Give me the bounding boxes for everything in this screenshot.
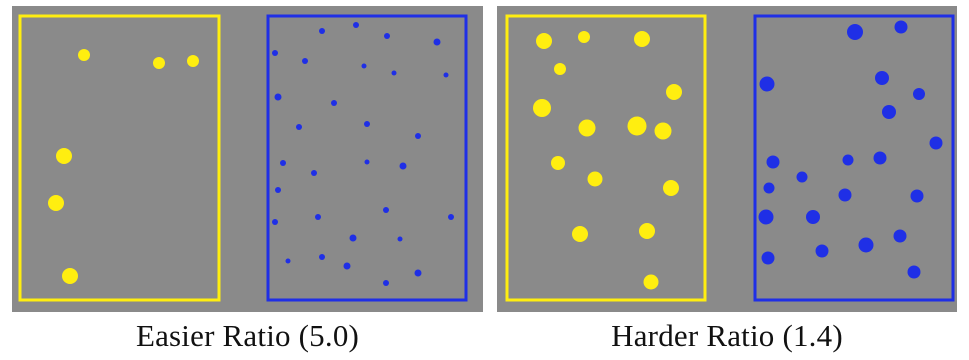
blue-dot-harder <box>796 171 808 183</box>
easier-ratio-caption: Easier Ratio (5.0) <box>135 318 360 353</box>
blue-dot-harder <box>893 229 907 243</box>
blue-dot-easier <box>274 93 282 101</box>
yellow-dot-harder <box>639 223 655 239</box>
blue-dot-harder <box>842 154 854 166</box>
blue-dot-easier <box>319 28 325 34</box>
dots-layer <box>48 20 943 290</box>
yellow-dot-easier <box>56 148 72 164</box>
blue-dot-harder <box>815 244 829 258</box>
blue-dot-easier <box>415 133 421 139</box>
blue-dot-easier <box>364 121 370 127</box>
harder-ratio-caption: Harder Ratio (1.4) <box>611 318 843 353</box>
yellow-dot-easier <box>78 49 90 61</box>
yellow-dot-harder <box>551 156 565 170</box>
blue-dot-easier <box>391 70 397 76</box>
blue-dot-harder <box>806 210 820 224</box>
blue-dot-harder <box>910 189 924 203</box>
blue-dot-harder <box>894 20 908 34</box>
blue-dot-harder <box>875 71 889 85</box>
blue-dot-easier <box>280 160 286 166</box>
yellow-dot-harder <box>536 33 552 49</box>
blue-dot-harder <box>761 251 775 265</box>
blue-dot-harder <box>858 237 874 253</box>
blue-dot-easier <box>397 236 403 242</box>
yellow-array-box-easier <box>18 14 221 302</box>
blue-dot-harder <box>882 105 896 119</box>
blue-dot-easier <box>302 58 308 64</box>
blue-dot-harder <box>838 188 852 202</box>
blue-dot-harder <box>766 155 780 169</box>
yellow-dot-harder <box>663 180 679 196</box>
blue-dot-harder <box>929 136 943 150</box>
blue-dot-easier <box>414 269 422 277</box>
yellow-dot-harder <box>578 31 590 43</box>
yellow-dot-easier <box>187 55 199 67</box>
blue-dot-easier <box>296 124 302 130</box>
blue-dot-easier <box>272 50 278 56</box>
yellow-dot-harder <box>634 31 650 47</box>
yellow-dot-harder <box>572 226 588 242</box>
blue-dot-easier <box>315 214 321 220</box>
blue-dot-harder <box>763 182 775 194</box>
blue-dot-harder <box>759 76 775 92</box>
yellow-dot-easier <box>153 57 165 69</box>
blue-dot-easier <box>433 38 441 46</box>
blue-dot-easier <box>311 170 317 176</box>
blue-dot-easier <box>361 63 367 69</box>
yellow-dot-harder <box>587 171 603 187</box>
blue-dot-easier <box>319 254 325 260</box>
easier-ratio-panel <box>12 6 483 312</box>
yellow-dot-easier <box>62 268 78 284</box>
blue-dot-easier <box>364 159 370 165</box>
blue-dot-easier <box>383 207 389 213</box>
yellow-dot-harder <box>643 274 659 290</box>
yellow-dot-harder <box>533 99 551 117</box>
blue-dot-harder <box>847 24 863 40</box>
yellow-dot-harder <box>666 84 682 100</box>
blue-dot-easier <box>272 219 278 225</box>
blue-dot-easier <box>443 72 449 78</box>
yellow-dot-harder <box>654 122 672 140</box>
blue-dot-easier <box>384 33 390 39</box>
blue-array-box-easier <box>266 14 468 302</box>
blue-dot-harder <box>873 151 887 165</box>
blue-dot-easier <box>448 214 454 220</box>
blue-dot-easier <box>285 258 291 264</box>
blue-dot-easier <box>275 187 281 193</box>
yellow-dot-easier <box>48 195 64 211</box>
blue-dot-easier <box>399 162 407 170</box>
yellow-array-box-harder <box>505 14 707 302</box>
blue-dot-harder <box>758 209 774 225</box>
blue-array-box-harder <box>753 14 955 302</box>
blue-dot-harder <box>907 265 921 279</box>
yellow-dot-harder <box>554 63 566 75</box>
blue-dot-easier <box>383 280 389 286</box>
blue-dot-easier <box>353 22 359 28</box>
yellow-dot-harder <box>578 119 596 137</box>
blue-dot-harder <box>913 88 925 100</box>
blue-dot-easier <box>343 262 351 270</box>
yellow-dot-harder <box>627 116 647 136</box>
blue-dot-easier <box>349 234 357 242</box>
blue-dot-easier <box>331 100 337 106</box>
